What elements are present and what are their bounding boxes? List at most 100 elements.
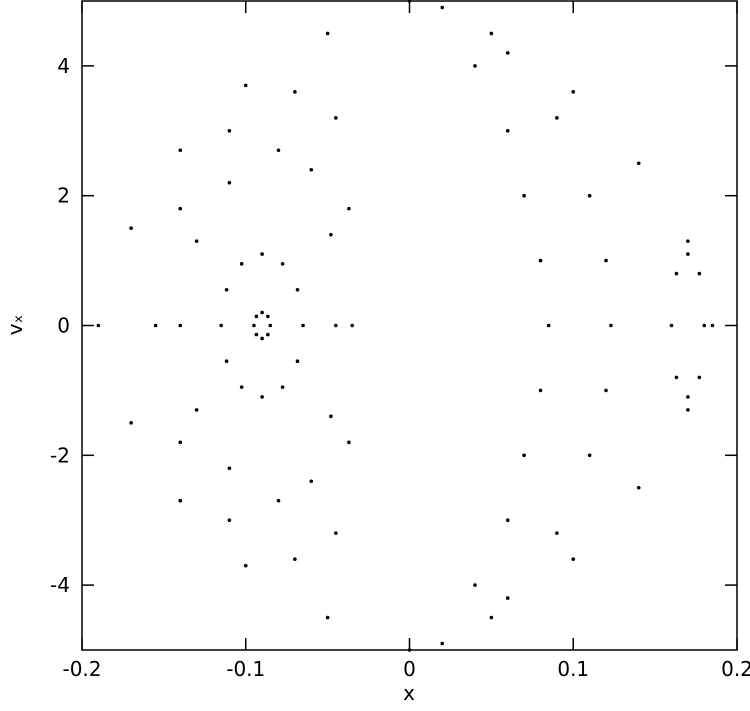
orbit-point (636, 161, 641, 166)
orbit-point (276, 498, 281, 503)
orbit-point (243, 83, 248, 88)
orbit-point (347, 206, 351, 211)
orbit-point (194, 239, 199, 243)
orbit-point (254, 314, 259, 319)
orbit-point (268, 323, 273, 328)
orbit-point (219, 323, 223, 328)
orbit-point (604, 258, 608, 263)
orbit-point (224, 359, 229, 363)
orbit-point (407, 0, 412, 3)
orbit-point (266, 332, 270, 337)
orbit-point (686, 408, 690, 412)
orbit-point (239, 262, 244, 266)
orbit-point (702, 323, 707, 328)
x-tick-label: -0.1 (226, 657, 265, 681)
y-tick-label: -2 (50, 443, 70, 467)
orbit-point (686, 395, 690, 399)
x-tick-label: -0.2 (62, 657, 101, 681)
orbit-point (686, 252, 690, 256)
orbit-point (309, 479, 314, 484)
orbit-point (301, 323, 305, 328)
orbit-point (710, 323, 715, 328)
orbit-point (178, 206, 183, 211)
orbit-point (227, 180, 232, 185)
orbit-point (571, 557, 576, 561)
orbit-point (505, 51, 510, 55)
y-tick-label: 4 (57, 54, 70, 78)
orbit-point (325, 615, 330, 620)
orbit-point (260, 395, 264, 399)
y-tick-label: -4 (50, 573, 70, 597)
orbit-point (227, 466, 232, 471)
orbit-point (295, 359, 300, 363)
orbit-point (260, 252, 264, 256)
orbit-point (571, 90, 576, 94)
orbit-point (129, 226, 133, 230)
orbit-point (350, 323, 354, 328)
orbit-point (295, 288, 300, 292)
orbit-point (325, 31, 330, 36)
orbit-point (334, 531, 338, 535)
orbit-point (227, 518, 232, 522)
orbit-point (260, 310, 264, 315)
orbit-point (489, 31, 494, 36)
orbit-point (129, 421, 133, 425)
y-tick-label: 2 (57, 184, 70, 208)
orbit-point (538, 258, 543, 263)
orbit-point (440, 641, 445, 646)
orbit-point (96, 323, 101, 328)
orbit-point (473, 583, 477, 587)
orbit-point (489, 615, 494, 620)
orbit-point (252, 323, 256, 328)
orbit-point (505, 518, 510, 522)
orbit-point (293, 90, 297, 94)
orbit-point (555, 116, 559, 120)
orbit-point (674, 271, 679, 276)
x-tick-label: 0.1 (557, 657, 589, 681)
orbit-point (587, 193, 592, 198)
orbit-point (224, 288, 229, 292)
orbit-point (266, 314, 270, 319)
orbit-point (254, 332, 259, 337)
x-axis-label: x (403, 681, 415, 705)
orbit-point (522, 193, 526, 198)
orbit-point (407, 648, 412, 652)
orbit-point (260, 336, 264, 341)
orbit-point (329, 414, 333, 419)
orbit-point (473, 64, 477, 68)
orbit-point (153, 323, 158, 328)
orbit-point (178, 323, 183, 328)
orbit-point (505, 596, 510, 600)
orbit-point (505, 129, 510, 133)
orbit-point (239, 385, 244, 389)
orbit-point (178, 440, 183, 445)
orbit-point (334, 323, 338, 328)
y-tick-label: 0 (57, 314, 70, 338)
orbit-point (280, 385, 285, 389)
orbit-point (276, 148, 281, 153)
orbit-point (697, 271, 702, 276)
orbit-point (178, 148, 183, 153)
orbit-point (686, 239, 690, 243)
orbit-point (293, 557, 297, 561)
orbit-point (280, 262, 285, 266)
orbit-point (674, 375, 679, 380)
x-tick-label: 0 (403, 657, 416, 681)
orbit-point (669, 323, 674, 328)
orbit-point (178, 498, 183, 503)
orbit-point (697, 375, 702, 380)
orbit-point (243, 563, 248, 568)
orbit-point (636, 485, 641, 490)
orbit-point (587, 453, 592, 458)
orbit-point (227, 129, 232, 133)
orbit-point (194, 408, 199, 412)
orbit-point (609, 323, 613, 328)
orbit-point (538, 388, 543, 393)
x-tick-label: 0.2 (721, 657, 750, 681)
orbit-point (546, 323, 551, 328)
orbit-point (334, 116, 338, 120)
orbit-point (522, 453, 526, 458)
orbit-point (309, 167, 314, 172)
orbit-point (440, 5, 445, 10)
